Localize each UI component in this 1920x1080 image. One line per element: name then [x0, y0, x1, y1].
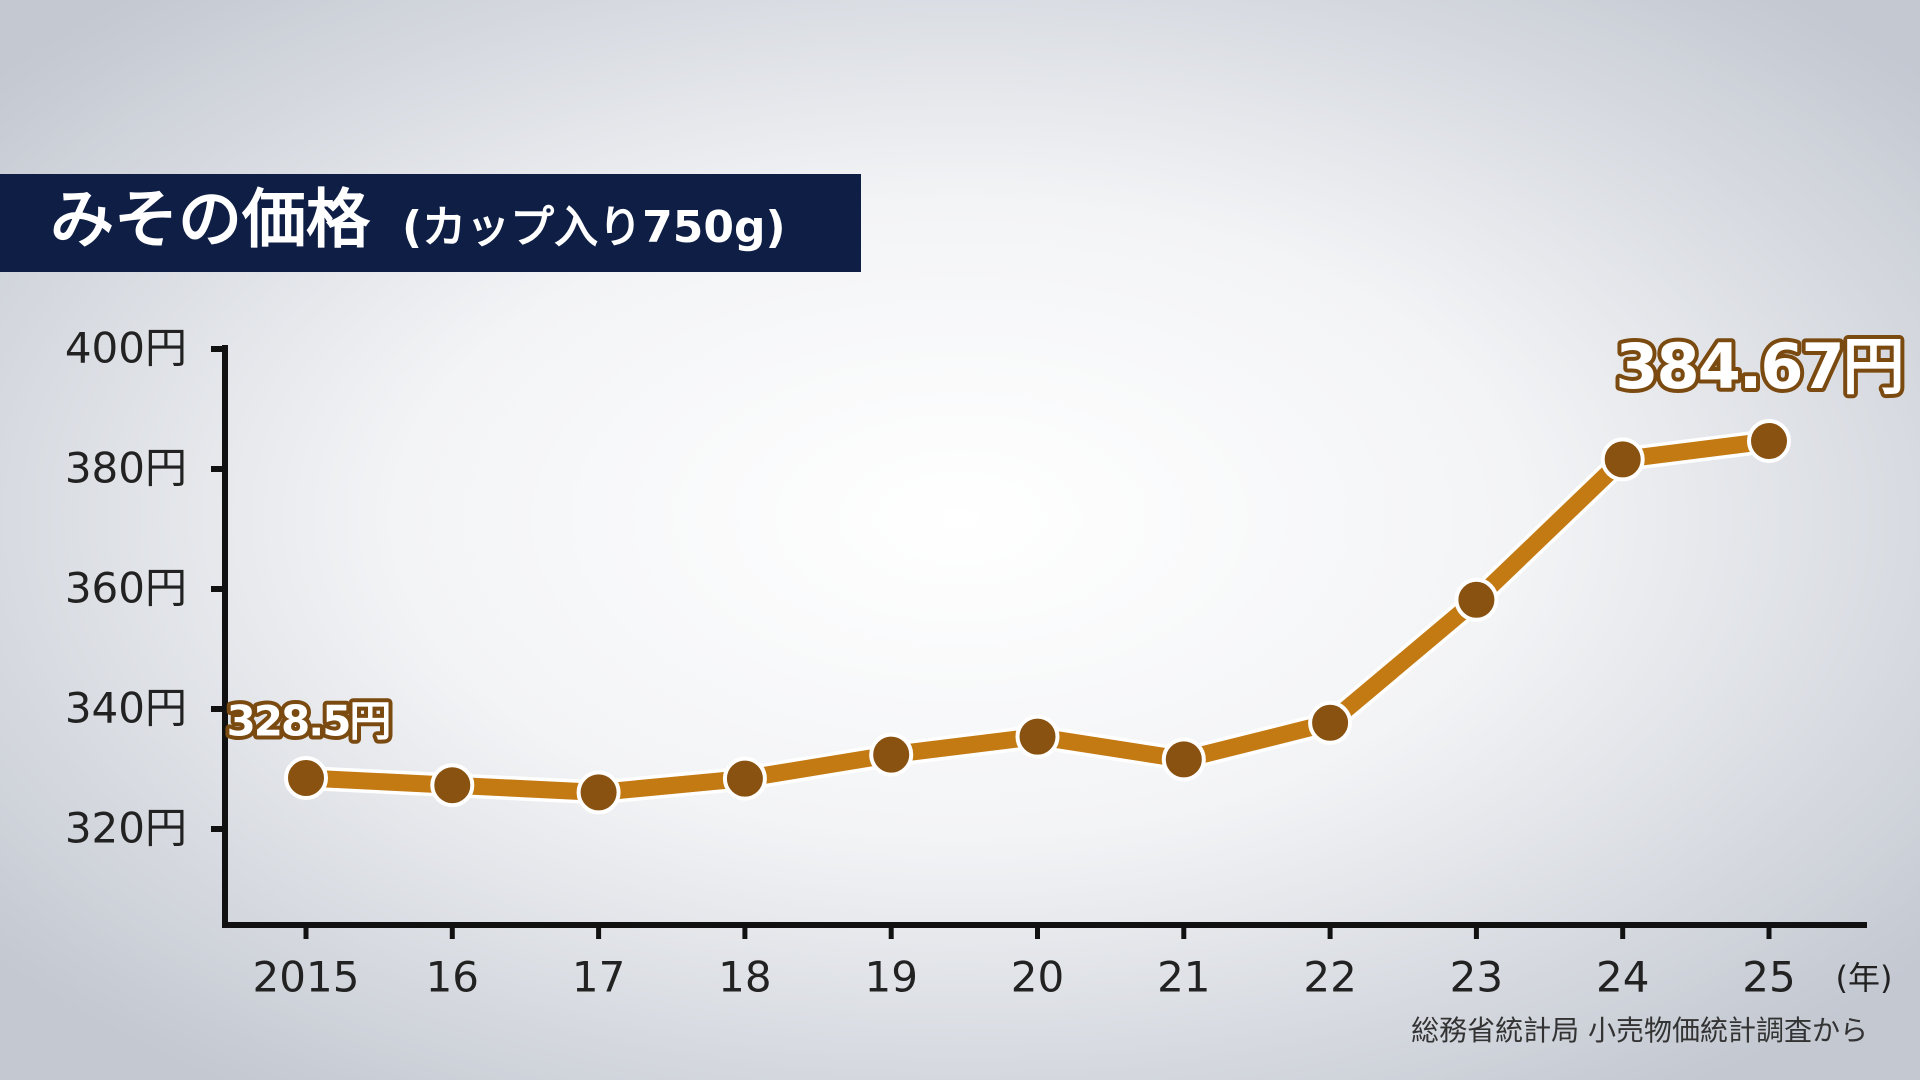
x-tick-label: 19 [864, 953, 917, 1002]
data-point [1161, 737, 1206, 782]
title-box [0, 174, 861, 272]
data-point [1454, 577, 1499, 622]
y-tick-label: 380円 [65, 444, 187, 493]
y-tick-label: 360円 [65, 564, 187, 613]
data-point [722, 756, 767, 801]
x-tick-label: 21 [1157, 953, 1210, 1002]
data-point [576, 770, 621, 815]
x-tick-label: 16 [426, 953, 479, 1002]
x-tick-label: 18 [718, 953, 771, 1002]
data-point [284, 756, 328, 800]
x-tick-label: 23 [1450, 953, 1503, 1002]
data-label: 384.67円 [1615, 330, 1902, 403]
y-tick-label: 320円 [65, 804, 187, 853]
x-tick-label: 25 [1742, 953, 1795, 1002]
x-tick-label: 22 [1303, 953, 1356, 1002]
data-label: 328.5円 [227, 697, 390, 746]
data-point [1747, 418, 1791, 463]
y-tick-label: 340円 [65, 684, 187, 733]
x-tick-label: 2015 [253, 953, 360, 1002]
data-point [430, 763, 475, 808]
source-note: 総務省統計局 小売物価統計調査から [1411, 1014, 1868, 1047]
plot-area: 320円 340円 360円 380円 400円 2015 16 17 18 19 20 21 22 23… [65, 324, 1909, 1002]
data-point [869, 732, 914, 777]
data-point [1308, 700, 1353, 745]
data-point [1015, 714, 1060, 759]
x-tick-label: 20 [1011, 953, 1064, 1002]
x-tick-label: 17 [572, 953, 625, 1002]
y-tick-label: 400円 [65, 324, 187, 373]
chart-title: みその価格 [50, 184, 371, 258]
x-tick-label: 24 [1596, 953, 1649, 1002]
chart-subtitle: (カップ入り750g) [402, 202, 786, 253]
data-point [1600, 437, 1645, 482]
x-unit-label: (年) [1836, 959, 1893, 997]
